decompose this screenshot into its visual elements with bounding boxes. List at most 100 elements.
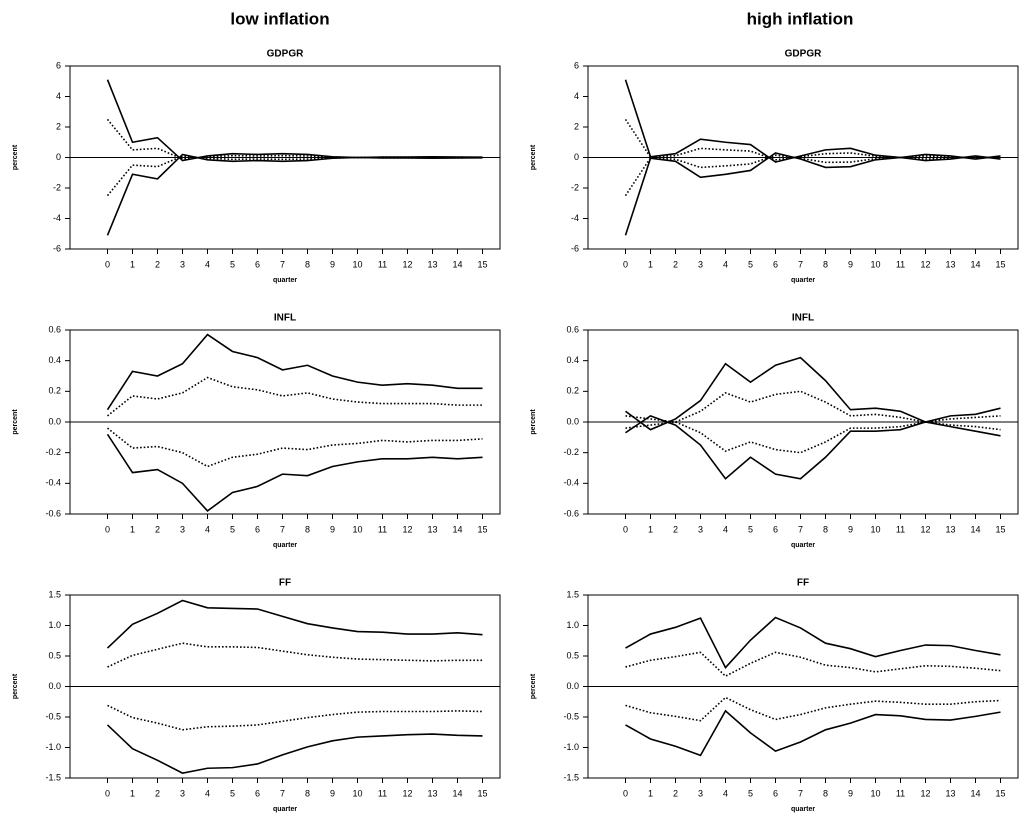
y-tick-label: 6 [56, 60, 61, 70]
x-tick-label: 11 [896, 259, 905, 269]
x-axis-label: quarter [791, 277, 815, 284]
x-tick-label: 5 [748, 788, 753, 798]
x-tick-label: 9 [330, 788, 335, 798]
x-tick-label: 2 [155, 788, 160, 798]
x-tick-label: 5 [230, 524, 235, 534]
y-tick-label: -0.5 [563, 711, 579, 721]
x-tick-label: 7 [280, 524, 285, 534]
x-tick-label: 10 [870, 788, 880, 798]
y-tick-label: 0.6 [48, 324, 61, 334]
y-axis-label: percent [12, 144, 19, 170]
y-tick-label: 4 [56, 91, 61, 101]
x-tick-label: 0 [623, 788, 628, 798]
x-tick-label: 13 [427, 524, 437, 534]
x-tick-label: 1 [130, 259, 135, 269]
y-tick-label: -6 [571, 243, 579, 253]
y-tick-label: 0.0 [566, 681, 579, 691]
x-tick-label: 14 [970, 524, 980, 534]
x-tick-label: 14 [452, 259, 462, 269]
x-tick-label: 12 [920, 524, 930, 534]
x-tick-label: 1 [648, 788, 653, 798]
y-tick-label: -1.5 [45, 772, 61, 782]
series-line [106, 153, 483, 236]
y-axis-label: percent [12, 673, 19, 699]
x-tick-label: 1 [648, 524, 653, 534]
y-tick-label: -1.5 [563, 772, 579, 782]
y-axis-label: percent [530, 144, 537, 170]
series-line [625, 356, 1001, 431]
series-line [106, 333, 483, 411]
x-tick-label: 4 [723, 788, 728, 798]
x-tick-label: 3 [180, 788, 185, 798]
x-tick-label: 8 [823, 259, 828, 269]
y-tick-label: -4 [571, 213, 579, 223]
x-tick-label: 11 [896, 524, 905, 534]
y-tick-label: -0.2 [45, 447, 61, 457]
x-tick-label: 6 [773, 524, 778, 534]
panel-title: GDPGR [785, 49, 822, 60]
x-tick-label: 2 [673, 259, 678, 269]
y-axis-label: percent [12, 409, 19, 435]
panel-title: FF [279, 578, 291, 589]
y-tick-label: 0.2 [566, 386, 579, 396]
x-tick-label: 6 [255, 788, 260, 798]
y-tick-label: -6 [53, 243, 61, 253]
x-tick-label: 3 [698, 524, 703, 534]
x-tick-label: 0 [105, 259, 110, 269]
x-tick-label: 4 [723, 259, 728, 269]
x-tick-label: 8 [305, 788, 310, 798]
x-axis-label: quarter [791, 542, 815, 549]
y-tick-label: -2 [53, 182, 61, 192]
x-tick-label: 1 [130, 788, 135, 798]
x-tick-label: 5 [748, 259, 753, 269]
x-tick-label: 4 [723, 524, 728, 534]
y-tick-label: 2 [56, 121, 61, 131]
series-line [625, 696, 1001, 722]
x-tick-label: 13 [945, 259, 955, 269]
x-tick-label: 10 [352, 524, 362, 534]
x-tick-label: 14 [970, 788, 980, 798]
y-tick-label: -0.5 [45, 711, 61, 721]
y-tick-label: 0 [56, 152, 61, 162]
x-tick-label: 11 [896, 788, 905, 798]
x-axis-label: quarter [273, 806, 297, 813]
series-line [625, 651, 1001, 678]
x-tick-label: 2 [673, 788, 678, 798]
x-tick-label: 7 [798, 259, 803, 269]
series-line [624, 154, 1001, 197]
x-tick-label: 15 [477, 524, 487, 534]
x-tick-label: 2 [673, 524, 678, 534]
x-tick-label: 14 [452, 788, 462, 798]
y-tick-label: 0.4 [566, 355, 579, 365]
x-tick-label: 13 [945, 788, 955, 798]
x-tick-label: 3 [180, 524, 185, 534]
panel-title: FF [797, 578, 809, 589]
x-tick-label: 12 [920, 259, 930, 269]
y-tick-label: -1.0 [45, 742, 61, 752]
x-tick-label: 2 [155, 524, 160, 534]
x-tick-label: 3 [698, 259, 703, 269]
x-tick-label: 7 [280, 259, 285, 269]
x-tick-label: 3 [180, 259, 185, 269]
x-tick-label: 9 [848, 524, 853, 534]
x-tick-label: 5 [748, 524, 753, 534]
x-tick-label: 11 [378, 788, 387, 798]
y-tick-label: 6 [574, 60, 579, 70]
x-tick-label: 1 [648, 259, 653, 269]
x-tick-label: 8 [823, 524, 828, 534]
series-line [107, 376, 483, 417]
x-tick-label: 6 [773, 788, 778, 798]
series-line [106, 433, 483, 513]
y-tick-label: 4 [574, 91, 579, 101]
y-tick-label: -2 [571, 182, 579, 192]
y-tick-label: 0.0 [48, 681, 61, 691]
series-line [625, 421, 1001, 454]
y-tick-label: 1.0 [566, 620, 579, 630]
series-line [625, 709, 1001, 757]
x-tick-label: 9 [330, 259, 335, 269]
x-tick-label: 12 [402, 788, 412, 798]
x-tick-label: 15 [995, 259, 1005, 269]
series-line [106, 155, 483, 197]
x-tick-label: 1 [130, 524, 135, 534]
